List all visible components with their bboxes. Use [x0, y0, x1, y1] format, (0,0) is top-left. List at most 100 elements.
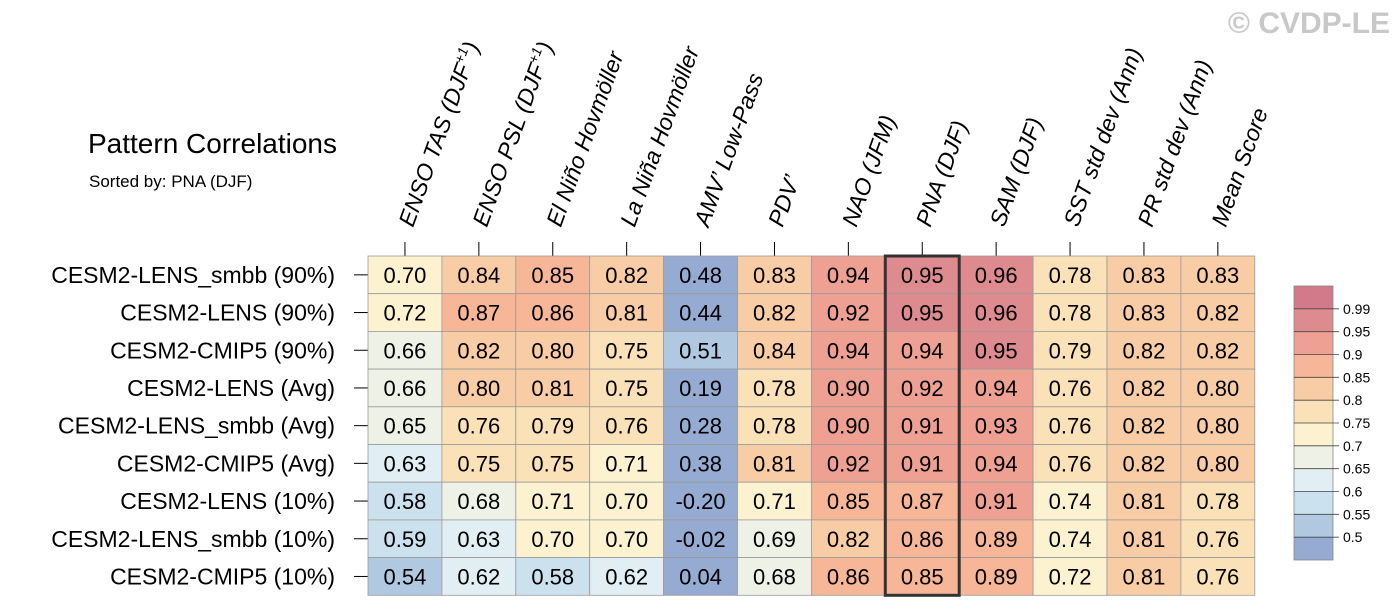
row-label: CESM2-CMIP5 (Avg) [117, 450, 335, 476]
cell-value: 0.92 [827, 451, 870, 476]
cell-value: 0.48 [679, 263, 722, 288]
column-label-main: Mean Score [1206, 104, 1273, 229]
cell-value: 0.92 [901, 376, 944, 401]
cell-value: 0.82 [827, 527, 870, 552]
heatmap-cell [1180, 368, 1256, 408]
cell-value: 0.76 [1196, 564, 1239, 589]
cell-value: 0.69 [753, 527, 796, 552]
cell-value: 0.86 [531, 301, 574, 326]
colorbar-tick-label: 0.65 [1343, 461, 1370, 477]
cell-value: 0.81 [531, 376, 574, 401]
heatmap-cell [1032, 368, 1108, 408]
row-label: CESM2-LENS_smbb (90%) [51, 262, 335, 288]
cell-value: 0.78 [1049, 263, 1092, 288]
heatmap-cell [1180, 444, 1256, 483]
heatmap-cell [367, 293, 443, 332]
column-label-main: PR std dev (Ann) [1132, 56, 1216, 229]
column-label: SST std dev (Ann) [1058, 44, 1147, 229]
cell-value: 0.90 [827, 414, 870, 439]
heatmap-cell [515, 255, 591, 295]
column-label-main: ENSO PSL (DJF [467, 58, 551, 229]
heatmap-cell [1032, 444, 1108, 483]
heatmap-cell [441, 481, 517, 521]
heatmap-cell [663, 406, 738, 445]
column-label-main: PNA (DJF) [911, 117, 973, 230]
heatmap-cell [367, 444, 443, 483]
heatmap-cell [811, 293, 886, 332]
cell-value: 0.04 [679, 564, 722, 589]
heatmap-cell [367, 330, 443, 370]
cell-value: 0.76 [605, 414, 648, 439]
row-label: CESM2-LENS (90%) [120, 300, 335, 326]
cell-value: 0.66 [384, 338, 427, 363]
colorbar-tick-label: 0.99 [1343, 301, 1370, 317]
colorbar-swatch [1294, 354, 1333, 378]
column-label: AMV’ Low-Pass [688, 69, 768, 232]
cell-value: 0.95 [975, 338, 1018, 363]
cell-value: 0.68 [457, 489, 500, 514]
cell-value: 0.82 [1123, 414, 1166, 439]
cell-value: 0.95 [901, 263, 944, 288]
heatmap-cell [1106, 481, 1182, 521]
cell-value: 0.89 [975, 527, 1018, 552]
cell-value: 0.91 [901, 414, 944, 439]
cell-value: 0.51 [679, 338, 722, 363]
heatmap-cell [1180, 557, 1256, 596]
cell-value: 0.84 [457, 263, 500, 288]
cell-value: 0.84 [753, 338, 796, 363]
heatmap-cell [589, 557, 665, 596]
heatmap-cell [367, 557, 443, 596]
colorbar-swatch [1294, 423, 1333, 446]
cell-value: 0.44 [679, 301, 722, 326]
heatmap-cell [958, 557, 1034, 596]
cell-value: 0.86 [827, 564, 870, 589]
heatmap-cell [811, 519, 886, 559]
colorbar-tick-label: 0.75 [1343, 415, 1370, 431]
heatmap-cell [1106, 444, 1182, 483]
cell-value: 0.66 [384, 376, 427, 401]
heatmap-cell [589, 406, 665, 445]
cell-value: 0.87 [457, 301, 500, 326]
heatmap-cell [1106, 368, 1182, 408]
heatmap-cell [1106, 330, 1182, 370]
cell-value: 0.82 [457, 338, 500, 363]
colorbar-tick-label: 0.85 [1343, 369, 1370, 385]
column-label: PNA (DJF) [911, 117, 973, 230]
cell-value: 0.71 [531, 489, 574, 514]
row-label: CESM2-LENS (Avg) [127, 375, 335, 401]
row-labels: CESM2-LENS_smbb (90%) CESM2-LENS (90%) CES… [51, 262, 368, 589]
heatmap-cell [737, 557, 812, 596]
cell-value: 0.83 [1123, 301, 1166, 326]
heatmap-cell [958, 255, 1034, 295]
colorbar-swatch [1294, 445, 1333, 469]
cell-value: 0.76 [1049, 414, 1092, 439]
cell-value: 0.94 [975, 376, 1018, 401]
copyright-watermark: © CVDP-LE [1228, 7, 1390, 40]
heatmap-cell [811, 330, 886, 370]
heatmap-cell [663, 255, 738, 295]
cell-value: 0.82 [1123, 376, 1166, 401]
cell-value: 0.80 [457, 376, 500, 401]
cell-value: 0.63 [457, 527, 500, 552]
heatmap-cell [1180, 519, 1256, 559]
heatmap-cell [1032, 406, 1108, 445]
cell-value: 0.75 [605, 338, 648, 363]
column-label-main: SST std dev (Ann) [1058, 44, 1147, 229]
cell-value: 0.72 [1049, 564, 1092, 589]
cell-value: 0.94 [827, 263, 870, 288]
column-label: ENSO TAS (DJF+1) [392, 38, 484, 230]
heatmap-cell [958, 368, 1034, 408]
cell-value: 0.94 [901, 338, 944, 363]
cell-value: 0.82 [1123, 338, 1166, 363]
column-label: NAO (JFM) [837, 112, 901, 230]
column-label-main: NAO (JFM) [837, 112, 901, 230]
cell-value: 0.62 [457, 564, 500, 589]
heatmap-cell [1180, 481, 1256, 521]
chart-subtitle: Sorted by: PNA (DJF) [89, 172, 252, 191]
heatmap-cell [589, 330, 665, 370]
column-label-main: ENSO TAS (DJF [393, 58, 477, 229]
cell-value: 0.76 [457, 414, 500, 439]
heatmap-cell [1032, 293, 1108, 332]
cell-value: 0.82 [753, 301, 796, 326]
cell-value: 0.94 [827, 338, 870, 363]
